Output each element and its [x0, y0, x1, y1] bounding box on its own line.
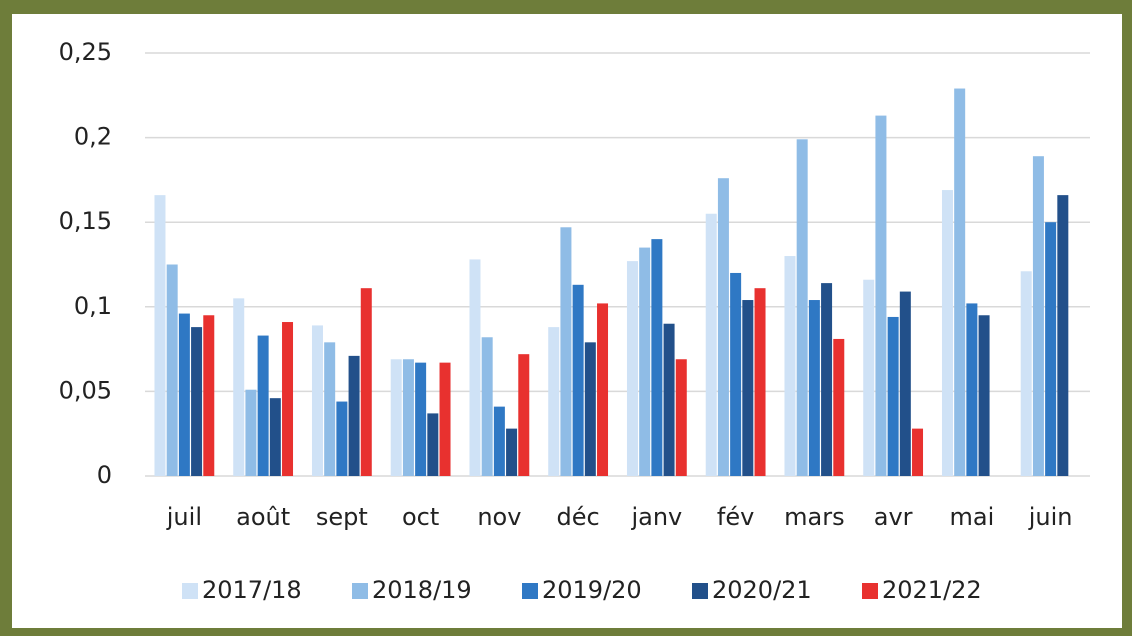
bar: [1045, 222, 1057, 476]
bar: [560, 227, 572, 476]
bar: [717, 178, 729, 476]
bar: [469, 259, 481, 476]
bar: [233, 298, 245, 476]
x-tick-label: avr: [874, 503, 913, 531]
x-tick-label: juin: [1028, 503, 1073, 531]
bar: [833, 338, 845, 476]
bar: [784, 256, 796, 476]
bar: [584, 342, 596, 476]
legend-swatch: [352, 583, 368, 599]
legend-swatch: [692, 583, 708, 599]
x-tick-label: juil: [166, 503, 202, 531]
y-tick-label: 0,1: [74, 292, 112, 320]
bar: [427, 413, 439, 476]
bar: [257, 335, 269, 476]
bar: [899, 291, 911, 476]
bar: [808, 300, 820, 476]
y-tick-label: 0,25: [59, 38, 112, 66]
x-tick-label: mai: [949, 503, 994, 531]
bar: [269, 398, 281, 476]
legend-label: 2020/21: [712, 576, 812, 604]
x-tick-label: fév: [717, 503, 754, 531]
bar: [821, 283, 833, 476]
bar: [481, 337, 493, 476]
bar: [978, 315, 990, 476]
bar: [875, 115, 887, 476]
bar: [912, 428, 924, 476]
x-tick-label: sept: [316, 503, 368, 531]
legend-swatch: [522, 583, 538, 599]
x-tick-label: mars: [784, 503, 844, 531]
bar: [493, 406, 505, 476]
bar: [245, 389, 257, 476]
bar: [1057, 195, 1069, 477]
legend-label: 2017/18: [202, 576, 302, 604]
bar: [311, 325, 323, 476]
bar: [754, 288, 766, 476]
bar: [705, 213, 717, 477]
bar: [572, 284, 584, 476]
bar: [360, 288, 372, 476]
bar: [282, 322, 294, 476]
x-tick-label: oct: [402, 503, 439, 531]
bar: [730, 272, 742, 476]
bar: [324, 342, 336, 476]
bar: [518, 354, 530, 476]
legend-label: 2019/20: [542, 576, 642, 604]
bar: [1032, 156, 1044, 476]
bar: [548, 327, 560, 476]
legend-swatch: [182, 583, 198, 599]
bar: [863, 279, 875, 476]
bar: [390, 359, 402, 476]
bar: [178, 313, 190, 476]
bar: [651, 239, 663, 476]
bar: [663, 323, 675, 476]
y-tick-label: 0,2: [74, 123, 112, 151]
bar: [954, 88, 966, 477]
bar: [966, 303, 978, 476]
bar: [597, 303, 609, 476]
legend-label: 2018/19: [372, 576, 472, 604]
bar: [439, 362, 451, 476]
x-tick-label: août: [236, 503, 290, 531]
bar: [348, 355, 360, 476]
bar: [154, 195, 166, 477]
bar: [336, 401, 348, 476]
bar: [639, 247, 651, 476]
x-tick-label: janv: [630, 503, 682, 531]
y-tick-label: 0,15: [59, 207, 112, 235]
bar: [675, 359, 687, 476]
bar: [941, 190, 953, 476]
bar: [402, 359, 414, 476]
bar: [191, 327, 203, 476]
y-tick-label: 0: [97, 461, 112, 489]
bar: [626, 261, 638, 476]
bar: [887, 316, 899, 476]
x-tick-label: nov: [477, 503, 521, 531]
bar: [742, 300, 754, 476]
y-tick-label: 0,05: [59, 376, 112, 404]
bar: [796, 139, 808, 477]
bar: [415, 362, 427, 476]
bar: [166, 264, 178, 476]
bar: [203, 315, 215, 476]
legend-swatch: [862, 583, 878, 599]
legend-label: 2021/22: [882, 576, 982, 604]
x-tick-label: déc: [557, 503, 600, 531]
bar: [506, 428, 518, 476]
bar: [1020, 271, 1032, 476]
